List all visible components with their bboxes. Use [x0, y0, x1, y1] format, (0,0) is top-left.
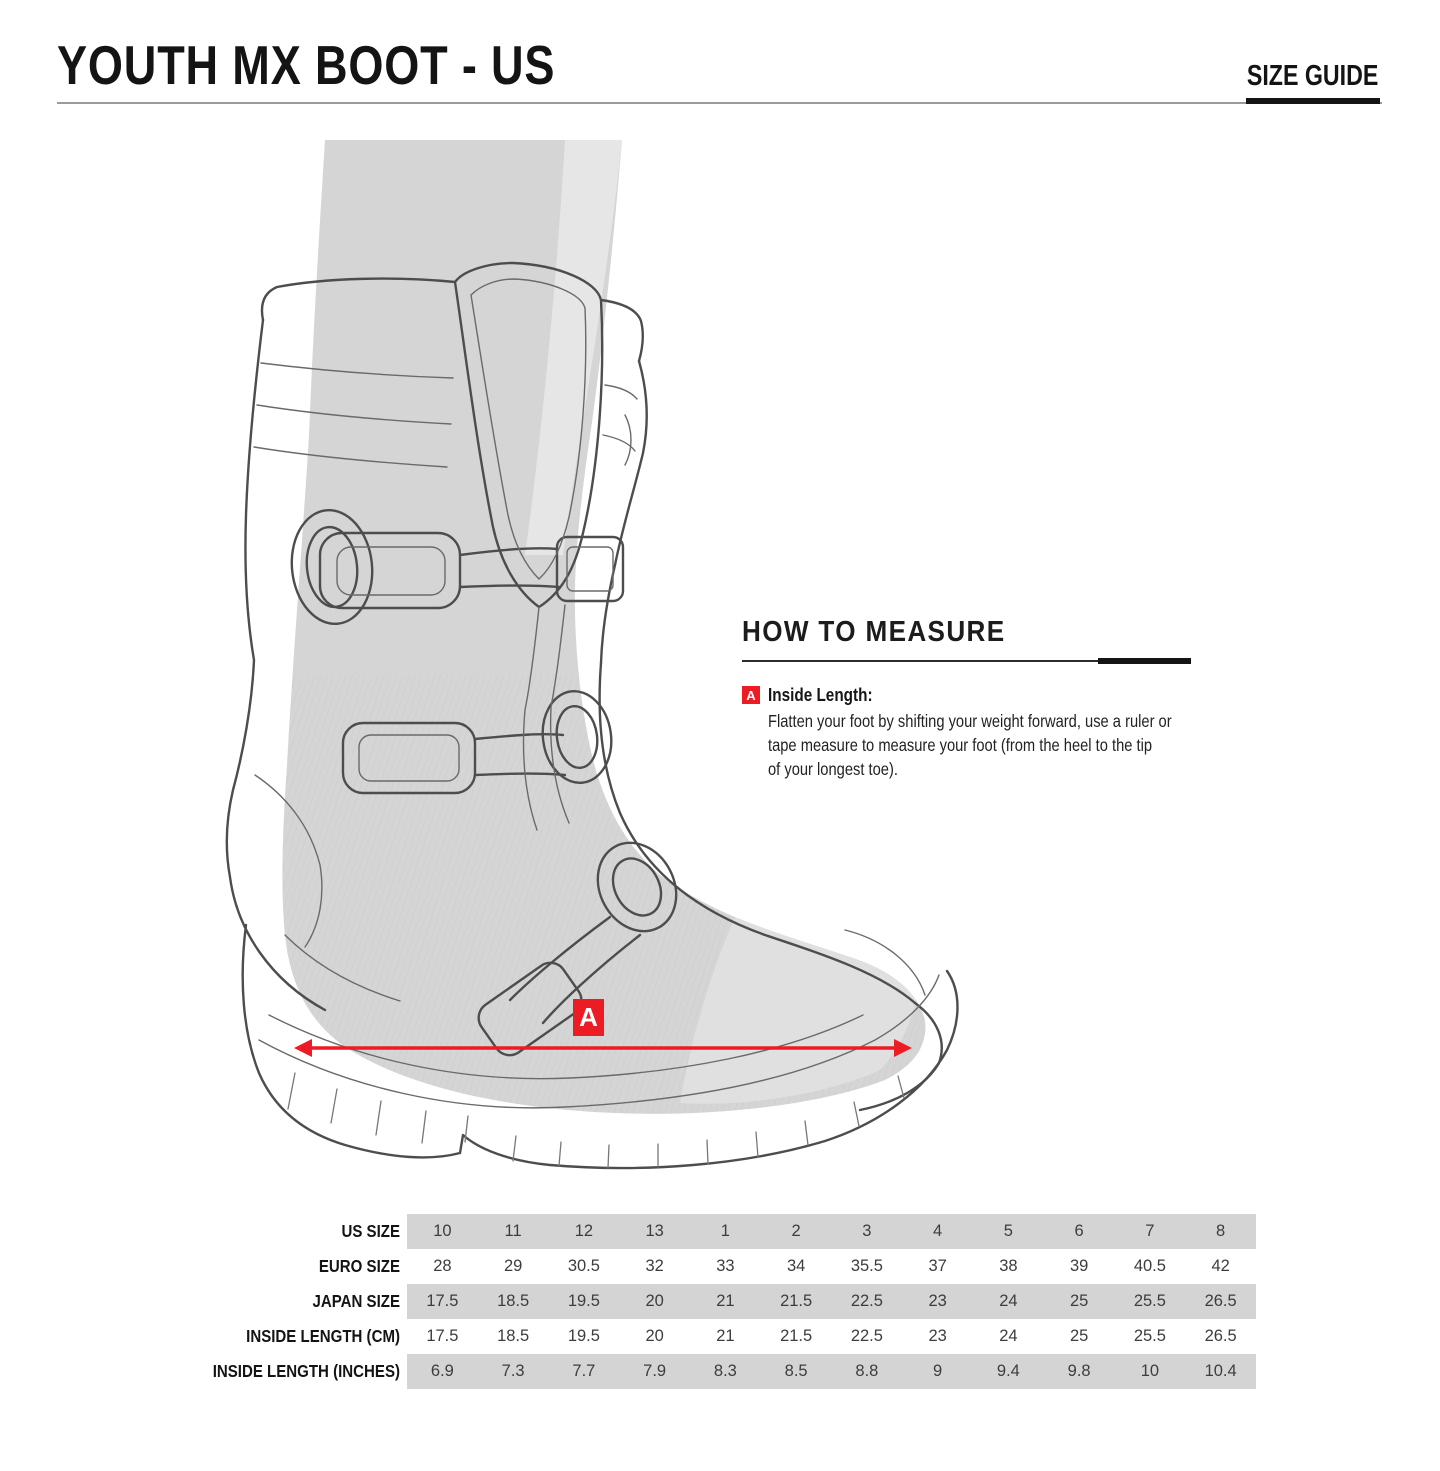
- size-table-cell: 22.5: [850, 1292, 883, 1310]
- size-table-row-values: 28 29 30.5 32 33 34 35.5 37 38 39 40.5 42: [407, 1249, 1256, 1284]
- size-table-cell: 30.5: [567, 1257, 600, 1275]
- size-table-cell: 25: [1069, 1292, 1089, 1310]
- size-table-row: EURO SIZE 28 29 30.5 32 33 34 35.5 37 38 39 40.5 42: [0, 1249, 1440, 1284]
- size-table-cell: 40.5: [1133, 1257, 1166, 1275]
- page-title: YOUTH MX BOOT - US: [57, 34, 556, 96]
- size-table-cell: 13: [645, 1222, 664, 1240]
- size-table-cell: 18.5: [497, 1327, 530, 1345]
- size-table-cell: 21.5: [780, 1327, 813, 1345]
- size-table-cell: 39: [1069, 1257, 1089, 1275]
- header-rule: [57, 102, 1382, 104]
- size-table-cell: 29: [503, 1257, 523, 1275]
- size-table-cell: 35.5: [850, 1257, 883, 1275]
- size-table-cell: 22.5: [850, 1327, 883, 1345]
- size-table-cell: 10: [433, 1222, 452, 1240]
- size-table-cell: 21: [716, 1327, 735, 1345]
- size-table-cell: 10: [1140, 1362, 1160, 1380]
- measure-description-line: Flatten your foot by shifting your weigh…: [768, 711, 1172, 731]
- size-table-cell: 42: [1211, 1257, 1230, 1275]
- size-table-cell: 17.5: [426, 1292, 459, 1310]
- size-table-cell: 7.9: [643, 1362, 667, 1380]
- size-table-row-values: 17.5 18.5 19.5 20 21 21.5 22.5 23 24 25 25.5 26.5: [407, 1319, 1256, 1354]
- size-table-cell: 28: [433, 1257, 452, 1275]
- boot-illustration: [225, 140, 959, 1170]
- legend-marker-a: A: [742, 686, 760, 704]
- size-table-row: INSIDE LENGTH (CM) 17.5 18.5 19.5 20 21 21.5 22…: [0, 1319, 1440, 1354]
- size-table-row-label: EURO SIZE: [318, 1256, 400, 1276]
- size-table-cell: 33: [716, 1257, 735, 1275]
- size-table-row-values: 10 11 12 13 1 2 3 4 5 6 7 8: [407, 1214, 1256, 1249]
- size-table-cell: 25.5: [1133, 1327, 1166, 1345]
- size-table-row-values: 17.5 18.5 19.5 20 21 21.5 22.5 23 24 25 25.5 26.5: [407, 1284, 1256, 1319]
- size-table-cell: 8: [1216, 1222, 1226, 1240]
- boot-outline: [225, 261, 959, 1170]
- size-table-cell: 38: [999, 1257, 1018, 1275]
- size-table-cell: 7.7: [572, 1362, 596, 1380]
- how-to-measure-heading: HOW TO MEASURE: [742, 616, 1006, 648]
- how-to-measure-rule-accent: [1098, 658, 1191, 664]
- size-table-cell: 19.5: [567, 1327, 600, 1345]
- size-table-row: US SIZE 10 11 12 13 1 2 3 4 5 6 7 8: [0, 1214, 1440, 1249]
- size-table-cell: 7: [1145, 1222, 1155, 1240]
- size-table-cell: 25.5: [1133, 1292, 1166, 1310]
- size-table-cell: 23: [928, 1327, 947, 1345]
- size-table-row-label: JAPAN SIZE: [312, 1291, 400, 1311]
- size-guide-label: SIZE GUIDE: [1246, 60, 1378, 92]
- measure-arrow-icon: [294, 1039, 912, 1057]
- size-table-cell: 20: [645, 1292, 664, 1310]
- size-table-cell: 9.4: [996, 1362, 1020, 1380]
- how-to-measure-rule: [742, 660, 1098, 662]
- measure-marker-a: A: [573, 999, 604, 1036]
- size-table-cell: 32: [645, 1257, 664, 1275]
- size-table-cell: 10.4: [1204, 1362, 1237, 1380]
- size-table-cell: 25: [1069, 1327, 1089, 1345]
- measure-description-line: tape measure to measure your foot (from …: [768, 734, 1153, 755]
- size-table-cell: 12: [574, 1222, 594, 1240]
- size-table-row-values: 6.9 7.3 7.7 7.9 8.3 8.5 8.8 9 9.4 9.8 10 10.4: [407, 1354, 1256, 1389]
- size-table-cell: 34: [786, 1257, 806, 1275]
- sole-treads: [287, 1072, 905, 1169]
- size-table-cell: 17.5: [426, 1327, 459, 1345]
- size-table-row: JAPAN SIZE 17.5 18.5 19.5 20 21 21.5 22.5 23 24 25…: [0, 1284, 1440, 1319]
- measure-description: Flatten your foot by shifting your weigh…: [768, 710, 1172, 781]
- size-table-cell: 5: [1003, 1222, 1013, 1240]
- size-table-cell: 18.5: [497, 1292, 530, 1310]
- size-table-cell: 9.8: [1067, 1362, 1091, 1380]
- size-table-cell: 9: [933, 1362, 943, 1380]
- size-table-cell: 21: [716, 1292, 735, 1310]
- size-table-cell: 1: [720, 1222, 730, 1240]
- size-table: US SIZE 10 11 12 13 1 2 3 4 5 6 7 8 EURO SIZE 28 29 30.5…: [0, 1214, 1440, 1389]
- size-table-cell: 4: [933, 1222, 943, 1240]
- size-table-cell: 8.8: [855, 1362, 879, 1380]
- header-rule-accent: [1246, 98, 1380, 104]
- size-table-cell: 24: [999, 1327, 1018, 1345]
- size-table-cell: 3: [862, 1222, 872, 1240]
- size-table-cell: 7.3: [501, 1362, 525, 1380]
- size-table-cell: 6.9: [430, 1362, 454, 1380]
- size-table-cell: 24: [999, 1292, 1018, 1310]
- size-table-cell: 19.5: [567, 1292, 600, 1310]
- size-table-cell: 37: [928, 1257, 947, 1275]
- size-table-row-label: INSIDE LENGTH (CM): [246, 1326, 400, 1346]
- size-table-cell: 2: [791, 1222, 801, 1240]
- size-table-cell: 6: [1074, 1222, 1084, 1240]
- size-table-row: INSIDE LENGTH (INCHES) 6.9 7.3 7.7 7.9 8.3 8.5…: [0, 1354, 1440, 1389]
- size-table-cell: 8.3: [713, 1362, 737, 1380]
- legend-term: Inside Length:: [768, 685, 873, 705]
- size-table-cell: 11: [504, 1222, 522, 1240]
- boot-detail-lines: [253, 278, 940, 1109]
- size-table-cell: 26.5: [1204, 1292, 1237, 1310]
- size-table-cell: 26.5: [1204, 1327, 1237, 1345]
- size-table-cell: 21.5: [780, 1292, 813, 1310]
- size-table-row-label: INSIDE LENGTH (INCHES): [212, 1361, 400, 1381]
- measure-description-line: of your longest toe).: [768, 758, 898, 779]
- size-table-cell: 8.5: [784, 1362, 808, 1380]
- size-table-row-label: US SIZE: [341, 1221, 400, 1241]
- size-table-cell: 20: [645, 1327, 664, 1345]
- size-table-cell: 23: [928, 1292, 947, 1310]
